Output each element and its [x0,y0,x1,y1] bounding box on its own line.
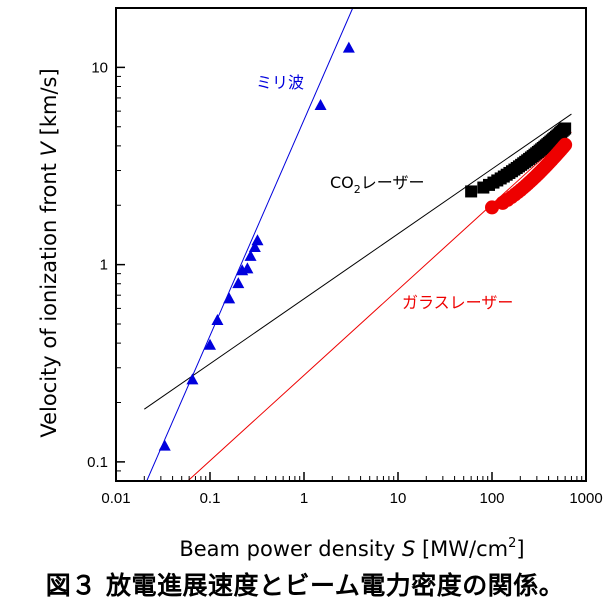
data-point-triangle [204,338,216,350]
data-point-circle [485,200,499,215]
data-point-triangle [158,439,171,451]
x-tick-label: 1 [300,490,308,507]
data-point-triangle [223,292,236,304]
x-axis-label: Beam power density S [MW/cm2] [179,536,524,561]
data-point-triangle [251,234,264,246]
fit-lines [144,8,572,481]
data-point-square [559,122,572,135]
x-tick-label: 100 [479,490,504,507]
data-point-triangle [186,373,199,385]
data-point-triangle [232,277,245,289]
data-point-triangle [314,99,327,111]
y-tick-label: 10 [91,59,108,76]
y-axis-label: Velocity of ionization front V [km/s] [37,68,61,437]
series-label-0: ミリ波 [256,73,304,92]
data-point-triangle [244,249,257,261]
data-point-triangle [241,262,254,274]
x-tick-label: 1000 [569,490,602,507]
data-point-triangle [211,314,224,326]
plot-frame [115,7,587,482]
figure-caption: 図３ 放電進展速度とビーム電力密度の関係。 [45,571,565,600]
data-markers [158,41,573,451]
data-point-circle [558,137,573,152]
x-tick-label: 0.01 [101,490,130,507]
data-point-triangle [248,240,261,252]
series-label-2: ガラスレーザー [402,293,513,312]
fit-line-0 [146,8,354,481]
series-label-1: CO2レーザー [330,173,424,196]
y-tick-label: 0.1 [87,454,108,471]
x-tick-label: 10 [390,490,407,507]
data-point-square [465,185,478,198]
fit-line-2 [187,131,572,481]
fit-line-1 [144,113,572,410]
data-point-triangle [342,41,355,53]
x-tick-label: 0.1 [200,490,221,507]
axis-ticks: 0.01 0.1 1 10 100 1000 0.1 1 10 [87,59,603,507]
y-tick-label: 1 [100,257,108,274]
